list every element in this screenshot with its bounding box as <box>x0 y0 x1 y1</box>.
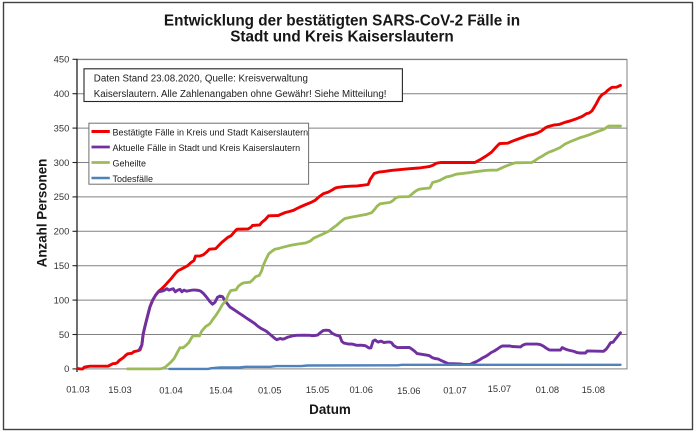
svg-text:Entwicklung der bestätigten SA: Entwicklung der bestätigten SARS-CoV-2 F… <box>164 13 520 30</box>
svg-text:100: 100 <box>54 294 70 305</box>
svg-text:Geheilte: Geheilte <box>113 158 147 168</box>
svg-text:Kaiserslautern. Alle Zahlenang: Kaiserslautern. Alle Zahlenangaben ohne … <box>94 89 387 100</box>
svg-text:15.05: 15.05 <box>306 384 329 395</box>
svg-text:Bestätigte Fälle in Kreis und: Bestätigte Fälle in Kreis und Stadt Kais… <box>113 127 309 137</box>
svg-text:400: 400 <box>54 88 70 99</box>
svg-text:01.05: 01.05 <box>258 385 281 396</box>
svg-text:01.04: 01.04 <box>159 385 182 396</box>
svg-text:Aktuelle Fälle in Stadt und Kr: Aktuelle Fälle in Stadt und Kreis Kaiser… <box>113 143 301 153</box>
svg-text:15.08: 15.08 <box>582 384 605 395</box>
svg-text:350: 350 <box>54 122 70 133</box>
svg-text:15.06: 15.06 <box>397 385 420 396</box>
svg-text:15.04: 15.04 <box>209 385 232 396</box>
svg-text:200: 200 <box>54 226 70 237</box>
svg-text:150: 150 <box>54 260 70 271</box>
svg-text:15.03: 15.03 <box>108 384 131 395</box>
svg-text:01.08: 01.08 <box>536 384 559 395</box>
svg-text:Datum: Datum <box>309 402 351 417</box>
svg-text:300: 300 <box>54 157 70 168</box>
svg-text:450: 450 <box>54 54 70 65</box>
svg-text:01.06: 01.06 <box>349 384 372 395</box>
svg-text:Stadt und Kreis Kaiserslautern: Stadt und Kreis Kaiserslautern <box>230 29 454 46</box>
svg-text:Todesfälle: Todesfälle <box>113 174 154 184</box>
svg-text:01.07: 01.07 <box>443 385 466 396</box>
svg-text:250: 250 <box>54 191 70 202</box>
svg-text:50: 50 <box>59 329 69 340</box>
svg-text:01.03: 01.03 <box>66 384 89 395</box>
svg-text:Anzahl Personen: Anzahl Personen <box>35 159 50 268</box>
svg-text:15.07: 15.07 <box>488 383 511 394</box>
svg-text:0: 0 <box>64 363 69 374</box>
svg-text:Daten Stand 23.08.2020, Quelle: Daten Stand 23.08.2020, Quelle: Kreisver… <box>94 73 308 84</box>
